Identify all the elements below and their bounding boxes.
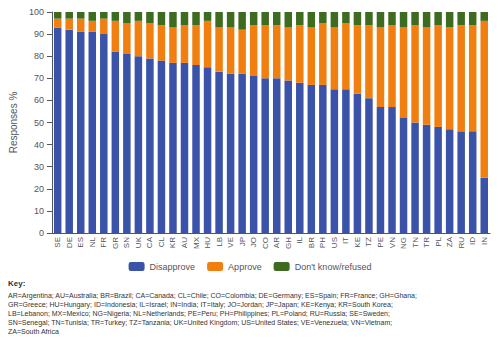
svg-text:AU: AU (180, 237, 189, 248)
svg-text:0: 0 (39, 228, 44, 238)
svg-text:TN: TN (411, 237, 420, 248)
svg-text:SE: SE (53, 237, 62, 248)
svg-text:HU: HU (203, 237, 212, 249)
svg-text:GH: GH (284, 237, 293, 249)
svg-text:AR=Argentina; AU=Australia; BR: AR=Argentina; AU=Australia; BR=Brazil; C… (8, 292, 417, 300)
svg-text:FR: FR (99, 237, 108, 248)
svg-text:KR: KR (168, 237, 177, 248)
svg-text:IN: IN (480, 237, 489, 245)
svg-text:40: 40 (34, 140, 44, 150)
svg-text:PH: PH (318, 237, 327, 248)
svg-text:ID: ID (468, 237, 477, 245)
svg-text:TR: TR (422, 237, 431, 248)
svg-text:IL: IL (295, 236, 304, 243)
svg-text:CA: CA (145, 236, 154, 248)
svg-text:IT: IT (341, 237, 350, 244)
svg-text:US: US (330, 237, 339, 248)
svg-text:TZ: TZ (364, 237, 373, 247)
svg-text:100: 100 (29, 7, 44, 17)
svg-text:GR: GR (111, 237, 120, 249)
svg-text:NL: NL (88, 236, 97, 247)
svg-text:VE: VE (226, 237, 235, 248)
svg-text:SN: SN (122, 237, 131, 248)
svg-text:LB=Lebanon; MX=Mexico; NG=Nige: LB=Lebanon; MX=Mexico; NG=Nigeria; NL=Ne… (8, 310, 390, 318)
svg-text:CO: CO (261, 237, 270, 249)
svg-text:90: 90 (34, 29, 44, 39)
svg-text:KE: KE (353, 237, 362, 248)
svg-text:10: 10 (34, 206, 44, 216)
svg-text:GR=Greece; HU=Hungary; ID=Indo: GR=Greece; HU=Hungary; ID=Indonesia; IL=… (8, 301, 393, 309)
svg-text:ES: ES (76, 237, 85, 248)
svg-text:PL: PL (434, 236, 443, 246)
svg-text:CL: CL (157, 236, 166, 247)
svg-text:Approve: Approve (228, 262, 262, 272)
svg-text:LB: LB (215, 237, 224, 247)
svg-text:70: 70 (34, 73, 44, 83)
svg-text:NG: NG (399, 237, 408, 249)
svg-text:MX: MX (192, 236, 201, 249)
svg-text:Don't know/refused: Don't know/refused (295, 262, 372, 272)
svg-text:ZA=South Africa: ZA=South Africa (8, 328, 59, 335)
svg-text:60: 60 (34, 95, 44, 105)
svg-text:UK: UK (134, 236, 143, 248)
svg-text:Key:: Key: (8, 279, 25, 288)
svg-text:30: 30 (34, 162, 44, 172)
svg-text:RU: RU (457, 237, 466, 249)
svg-text:Responses %: Responses % (8, 92, 19, 154)
svg-text:ZA: ZA (445, 236, 454, 247)
svg-text:20: 20 (34, 184, 44, 194)
svg-text:BR: BR (307, 237, 316, 248)
svg-text:SN=Senegal; TN=Tunisia; TR=Tur: SN=Senegal; TN=Tunisia; TR=Turkey; TZ=Ta… (8, 319, 392, 327)
svg-text:80: 80 (34, 51, 44, 61)
svg-text:PE: PE (376, 237, 385, 248)
svg-text:Disapprove: Disapprove (150, 262, 196, 272)
svg-text:DE: DE (65, 237, 74, 248)
svg-text:AR: AR (272, 237, 281, 248)
svg-text:JP: JP (238, 237, 247, 246)
svg-text:VN: VN (388, 237, 397, 248)
svg-text:50: 50 (34, 118, 44, 128)
svg-text:JO: JO (249, 237, 258, 247)
